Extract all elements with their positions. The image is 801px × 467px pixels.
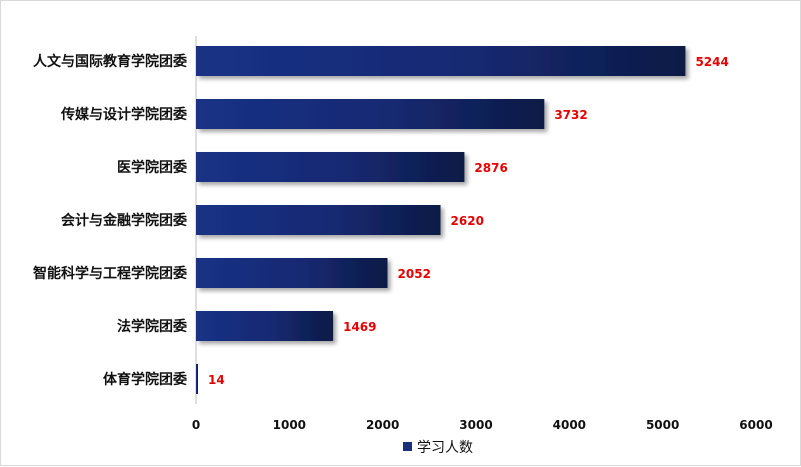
data-label-4: 2620	[451, 214, 484, 228]
data-labels-group: 5244 3732 2876 2620 2052 1469 14	[208, 55, 729, 387]
x-tick-label-6000: 6000	[739, 418, 772, 432]
data-label-6: 1469	[343, 320, 376, 334]
x-tick-label-0: 0	[192, 418, 200, 432]
category-label-2: 传媒与设计学院团委	[60, 106, 187, 123]
data-label-5: 2052	[398, 267, 431, 281]
category-label-3: 医学院团委	[117, 159, 187, 176]
bar-3	[196, 152, 465, 182]
x-tick-label-2000: 2000	[366, 418, 399, 432]
category-label-6: 法学院团委	[117, 318, 187, 335]
category-labels-group: 人文与国际教育学院团委传媒与设计学院团委医学院团委会计与金融学院团委智能科学与工…	[32, 53, 187, 388]
legend-label: 学习人数	[417, 440, 473, 456]
bar-6	[196, 311, 334, 341]
bar-7	[196, 364, 198, 394]
category-label-7: 体育学院团委	[103, 371, 187, 388]
legend-marker	[403, 442, 412, 451]
bar-4	[196, 205, 441, 235]
legend: 学习人数	[403, 440, 473, 456]
category-label-4: 会计与金融学院团委	[61, 212, 187, 229]
x-tick-label-3000: 3000	[459, 418, 492, 432]
data-label-2: 3732	[554, 108, 587, 122]
bar-2	[196, 99, 545, 129]
bar-1	[196, 46, 686, 76]
data-label-3: 2876	[474, 161, 507, 175]
category-label-1: 人文与国际教育学院团委	[33, 53, 187, 70]
data-label-1: 5244	[695, 55, 728, 69]
x-tick-labels-group: 0 1000 2000 3000 4000 5000 6000	[192, 418, 773, 432]
x-tick-label-4000: 4000	[553, 418, 586, 432]
category-label-5: 智能科学与工程学院团委	[32, 265, 187, 282]
bars-group	[196, 46, 686, 394]
data-label-7: 14	[208, 373, 225, 387]
bar-5	[196, 258, 388, 288]
x-tick-label-1000: 1000	[273, 418, 306, 432]
x-tick-label-5000: 5000	[646, 418, 679, 432]
